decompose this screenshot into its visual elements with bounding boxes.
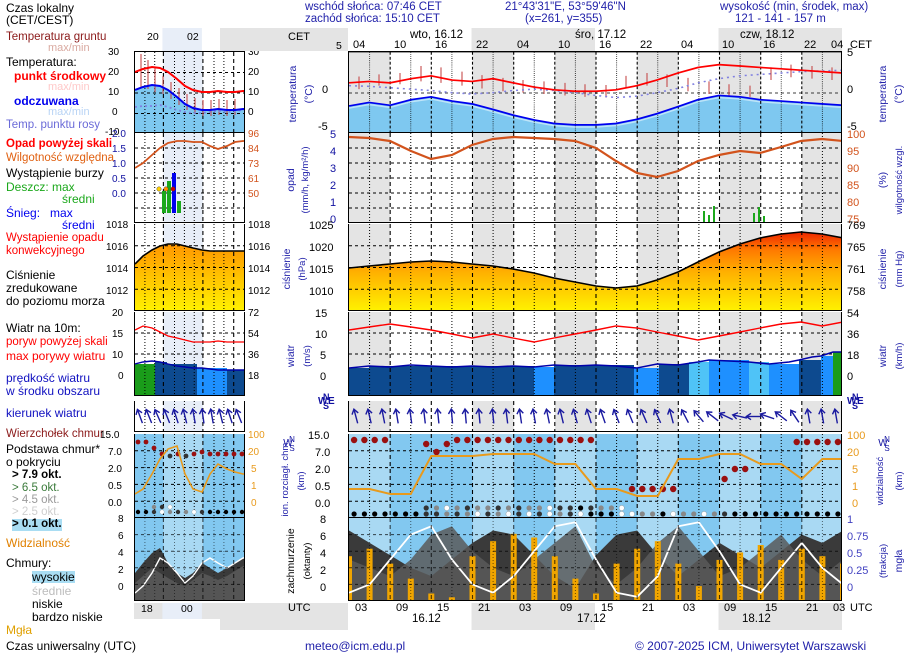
svg-text:pion. rozciagł. chm.: pion. rozciagł. chm. <box>280 440 291 516</box>
svg-text:S: S <box>884 444 889 453</box>
svg-text:opad: opad <box>286 168 297 192</box>
svg-text:(oktanty): (oktanty) <box>302 543 313 580</box>
svg-text:(mm/h, kg/m²/h): (mm/h, kg/m²/h) <box>300 146 311 213</box>
svg-text:zachmurzenie: zachmurzenie <box>286 528 297 594</box>
svg-text:wiatr: wiatr <box>286 344 297 368</box>
svg-text:ciśnienie: ciśnienie <box>282 248 293 289</box>
svg-text:(%): (%) <box>878 172 889 188</box>
svg-text:(°C): (°C) <box>304 85 315 104</box>
svg-text:(frakcja): (frakcja) <box>878 544 889 578</box>
svg-text:widzialność: widzialność <box>875 456 886 506</box>
svg-text:(°C): (°C) <box>894 85 905 104</box>
svg-text:(mm Hg): (mm Hg) <box>894 251 905 288</box>
svg-text:(km): (km) <box>894 472 905 491</box>
svg-text:(hPa): (hPa) <box>297 257 308 280</box>
svg-text:wilgotność wzgl.: wilgotność wzgl. <box>894 146 905 216</box>
svg-text:(m/s): (m/s) <box>302 345 313 367</box>
svg-text:temperatura: temperatura <box>878 66 889 123</box>
svg-text:temperatura: temperatura <box>288 66 299 123</box>
svg-text:(km/h): (km/h) <box>894 343 905 370</box>
svg-text:(km): (km) <box>296 472 307 491</box>
svg-text:mgła: mgła <box>894 549 905 572</box>
svg-text:ciśnienie: ciśnienie <box>878 248 889 289</box>
svg-text:wiatr: wiatr <box>878 344 889 368</box>
svg-text:N: N <box>884 436 890 444</box>
